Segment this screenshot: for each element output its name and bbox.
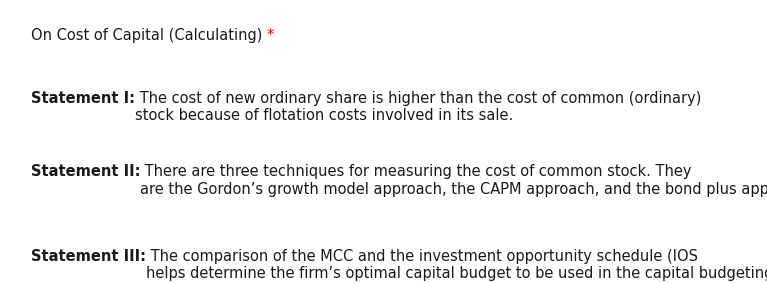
- Text: The cost of new ordinary share is higher than the cost of common (ordinary)
stoc: The cost of new ordinary share is higher…: [135, 91, 701, 123]
- Text: Statement III:: Statement III:: [31, 249, 146, 264]
- Text: On Cost of Capital (Calculating): On Cost of Capital (Calculating): [31, 28, 267, 43]
- Text: Statement II:: Statement II:: [31, 164, 140, 179]
- Text: The comparison of the MCC and the investment opportunity schedule (IOS
helps det: The comparison of the MCC and the invest…: [146, 249, 767, 283]
- Text: *: *: [267, 28, 274, 43]
- Text: Statement I:: Statement I:: [31, 91, 135, 106]
- Text: There are three techniques for measuring the cost of common stock. They
are the : There are three techniques for measuring…: [140, 164, 767, 196]
